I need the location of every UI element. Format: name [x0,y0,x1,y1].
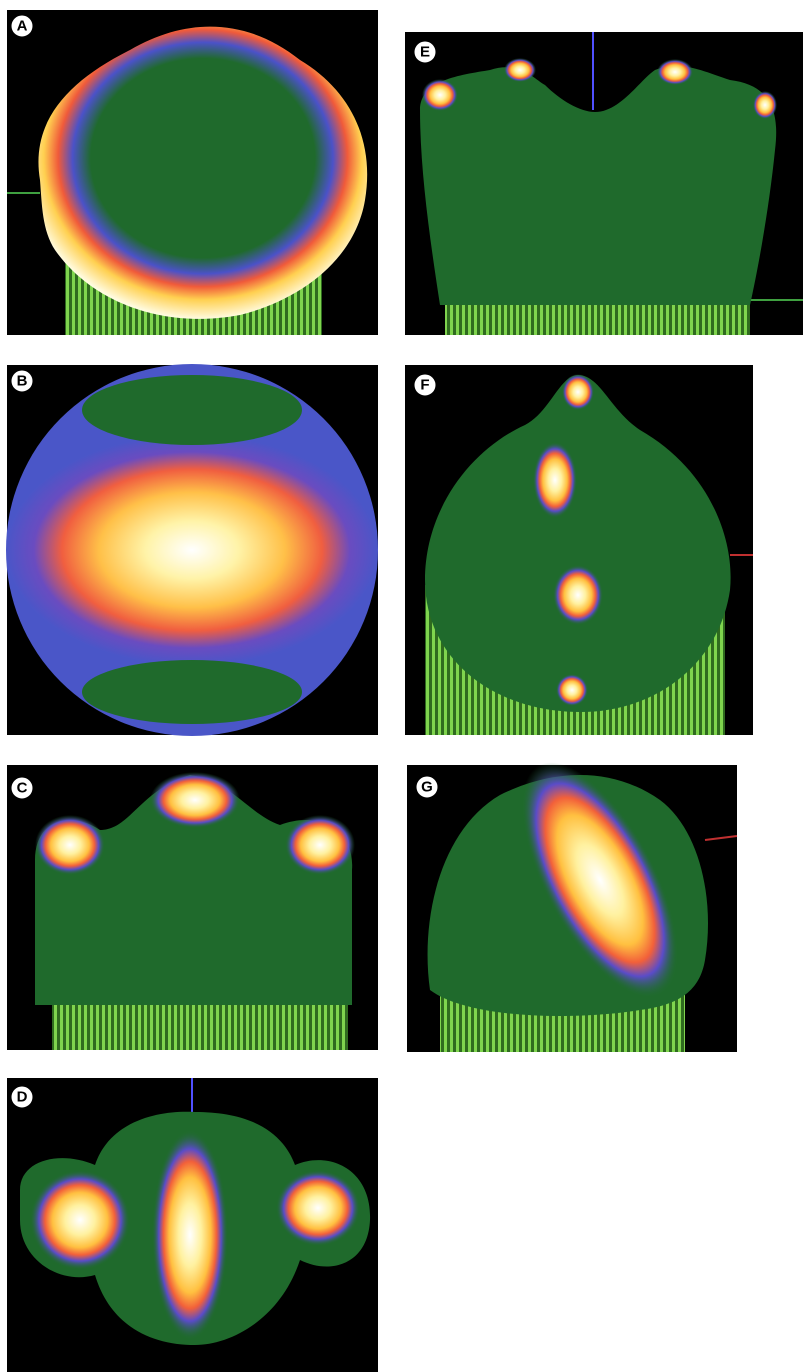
hot-spot [553,565,603,625]
panel-b: B [6,364,378,736]
panel-g: G [407,739,737,1052]
hot-spot [422,79,458,111]
panel-label: B [17,373,28,390]
cold-region [82,660,302,724]
panel-label: A [17,18,28,35]
panel-c: C [7,765,378,1050]
hot-spot [556,674,588,706]
panel-d: D [7,1078,378,1372]
hot-spot [152,1130,228,1340]
hot-spot [150,772,240,828]
cold-region [82,375,302,445]
hot-spot [533,442,577,518]
hot-spot [753,91,777,119]
panel-label: F [420,377,429,394]
hot-spot [35,815,105,875]
hot-spot [657,59,693,85]
hot-spot [276,1170,360,1246]
panel-label: G [421,779,433,796]
panel-label: D [17,1089,28,1106]
panel-label: C [17,780,28,797]
panel-f: F [405,365,753,735]
stalk [52,1005,348,1050]
hot-spot [562,374,594,410]
hot-spot [30,1170,130,1270]
panel-e: E [405,32,803,335]
panel-label: E [420,44,430,61]
panel-a: A [7,10,378,335]
hot-spot [285,815,355,875]
figure: A B C D [0,0,804,1372]
stalk [445,300,750,335]
hot-spot [504,58,536,82]
